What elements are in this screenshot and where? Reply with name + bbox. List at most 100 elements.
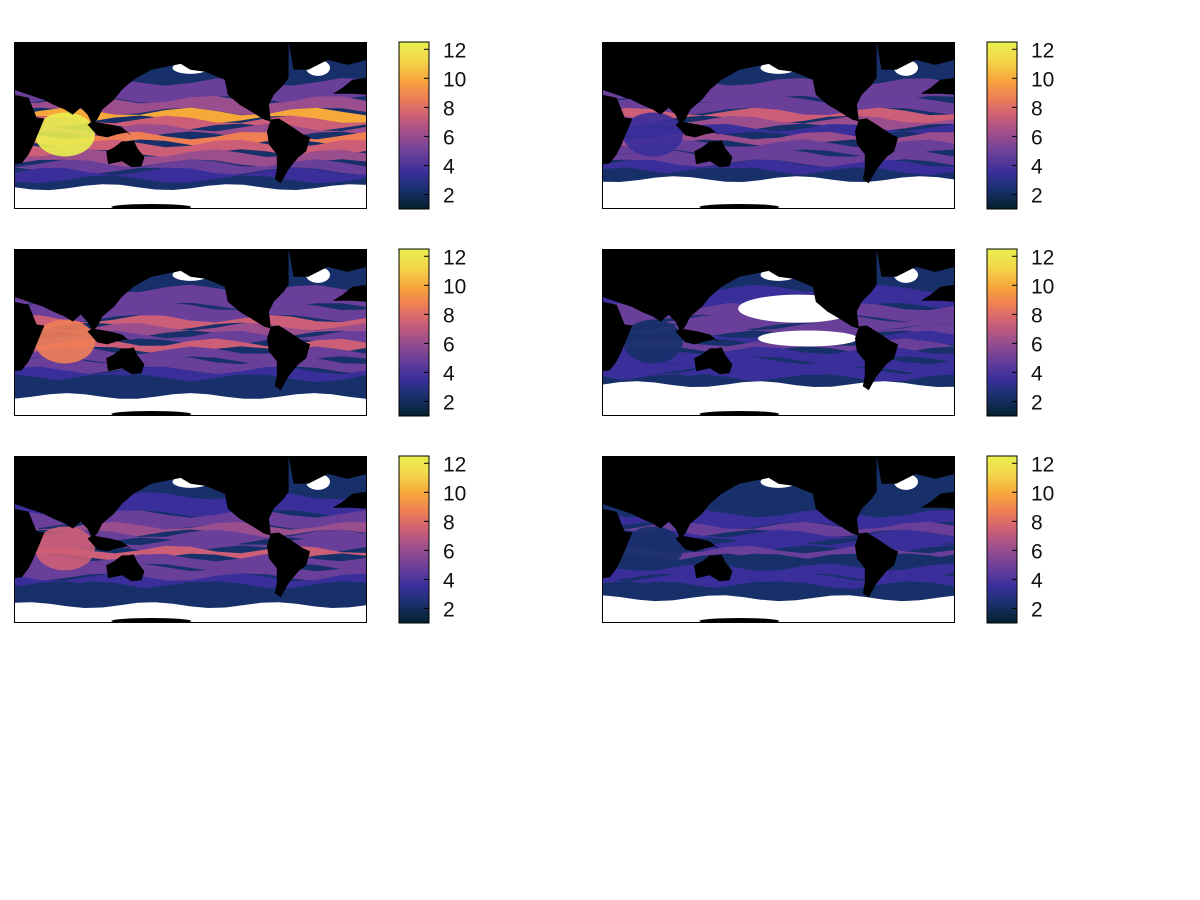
colorbar-tick-label: 2 — [443, 391, 455, 414]
colorbar-tick-label: 12 — [443, 39, 466, 62]
colorbar-tick-label: 12 — [1031, 453, 1054, 476]
colorbar-tick-label: 2 — [1031, 184, 1043, 207]
map-field — [14, 456, 367, 623]
field-band — [602, 529, 955, 546]
colorbar: 2 4 6 8 10 12 — [986, 39, 1054, 210]
land-mass — [111, 411, 192, 416]
land-mass — [876, 249, 955, 277]
land-mass — [106, 347, 145, 375]
land-mass — [855, 532, 899, 598]
colorbar-tick-label: 4 — [443, 155, 455, 178]
colorbar-tick-label: 6 — [443, 126, 455, 149]
masked-region — [14, 393, 367, 416]
colorbar-tick-label: 12 — [1031, 246, 1054, 269]
colorbar-tick-label: 10 — [443, 482, 466, 505]
colorbar-tick-label: 8 — [1031, 511, 1043, 534]
land-mass — [920, 77, 955, 95]
land-mass — [675, 121, 720, 138]
colorbar-tick-label: 10 — [1031, 68, 1054, 91]
land-mass — [267, 325, 311, 391]
colorbar-tick-label: 6 — [443, 540, 455, 563]
land-mass — [111, 618, 192, 623]
land-mass — [267, 532, 311, 598]
colorbar-tick-label: 12 — [1031, 39, 1054, 62]
map-frame — [602, 456, 955, 623]
map-frame — [602, 249, 955, 416]
colorbar-tick-label: 2 — [443, 184, 455, 207]
field-feature — [622, 112, 683, 157]
land-mass — [14, 508, 45, 579]
map-field — [602, 456, 955, 623]
map-panel: 2 4 6 8 10 12 — [602, 453, 1054, 624]
land-mass — [768, 456, 877, 536]
field-feature — [34, 526, 95, 571]
field-band — [14, 581, 367, 598]
masked-region — [14, 184, 367, 209]
land-mass — [694, 347, 733, 375]
colorbar-gradient — [398, 248, 430, 417]
land-mass — [87, 121, 132, 138]
land-mass — [675, 328, 720, 345]
colorbar-tick-label: 2 — [1031, 598, 1043, 621]
land-mass — [87, 328, 132, 345]
field-band — [602, 581, 955, 598]
land-mass — [768, 42, 877, 122]
field-band — [14, 159, 367, 176]
land-mass — [14, 249, 191, 332]
colorbar-tick-label: 10 — [1031, 275, 1054, 298]
land-mass — [876, 42, 955, 70]
land-mass — [180, 456, 289, 536]
land-mass — [699, 204, 780, 209]
land-mass — [602, 456, 779, 539]
colorbar-gradient — [986, 248, 1018, 417]
colorbar-tick-label: 8 — [443, 511, 455, 534]
land-mass — [14, 456, 191, 539]
colorbar-tick-label: 8 — [1031, 304, 1043, 327]
colorbar: 2 4 6 8 10 12 — [398, 453, 466, 624]
map-field — [602, 42, 955, 209]
field-band — [14, 107, 367, 124]
colorbar-gradient — [986, 455, 1018, 624]
field-feature — [622, 526, 683, 571]
masked-region — [602, 381, 955, 416]
colorbar-tick-label: 4 — [443, 362, 455, 385]
map-frame — [14, 249, 367, 416]
land-mass — [920, 491, 955, 509]
land-mass — [694, 140, 733, 168]
map-field — [14, 249, 367, 416]
map-frame — [602, 42, 955, 209]
field-band — [14, 302, 367, 323]
colorbar-gradient — [398, 455, 430, 624]
land-mass — [699, 411, 780, 416]
land-mass — [288, 456, 367, 484]
colorbar: 2 4 6 8 10 12 — [986, 453, 1054, 624]
colorbar-tick-label: 12 — [443, 246, 466, 269]
colorbar-tick-label: 10 — [1031, 482, 1054, 505]
land-mass — [14, 94, 45, 165]
colorbar-tick-label: 8 — [1031, 97, 1043, 120]
land-mass — [920, 284, 955, 302]
colorbar: 2 4 6 8 10 12 — [986, 246, 1054, 417]
colorbar-tick-label: 10 — [443, 68, 466, 91]
colorbar-tick-label: 6 — [1031, 540, 1043, 563]
land-mass — [288, 42, 367, 70]
colorbar-tick-label: 8 — [443, 304, 455, 327]
map-panel: 2 4 6 8 10 12 — [602, 39, 1054, 210]
colorbar: 2 4 6 8 10 12 — [398, 39, 466, 210]
land-mass — [87, 535, 132, 552]
land-mass — [332, 284, 367, 302]
land-mass — [180, 42, 289, 122]
colorbar-tick-label: 4 — [1031, 155, 1043, 178]
land-mass — [180, 249, 289, 329]
colorbar-gradient — [986, 41, 1018, 210]
land-mass — [694, 554, 733, 582]
land-mass — [106, 140, 145, 168]
colorbar-tick-label: 10 — [443, 275, 466, 298]
land-mass — [602, 301, 633, 372]
land-mass — [111, 204, 192, 209]
land-mass — [332, 491, 367, 509]
land-mass — [267, 118, 311, 184]
land-mass — [602, 249, 779, 332]
masked-region — [14, 602, 367, 623]
